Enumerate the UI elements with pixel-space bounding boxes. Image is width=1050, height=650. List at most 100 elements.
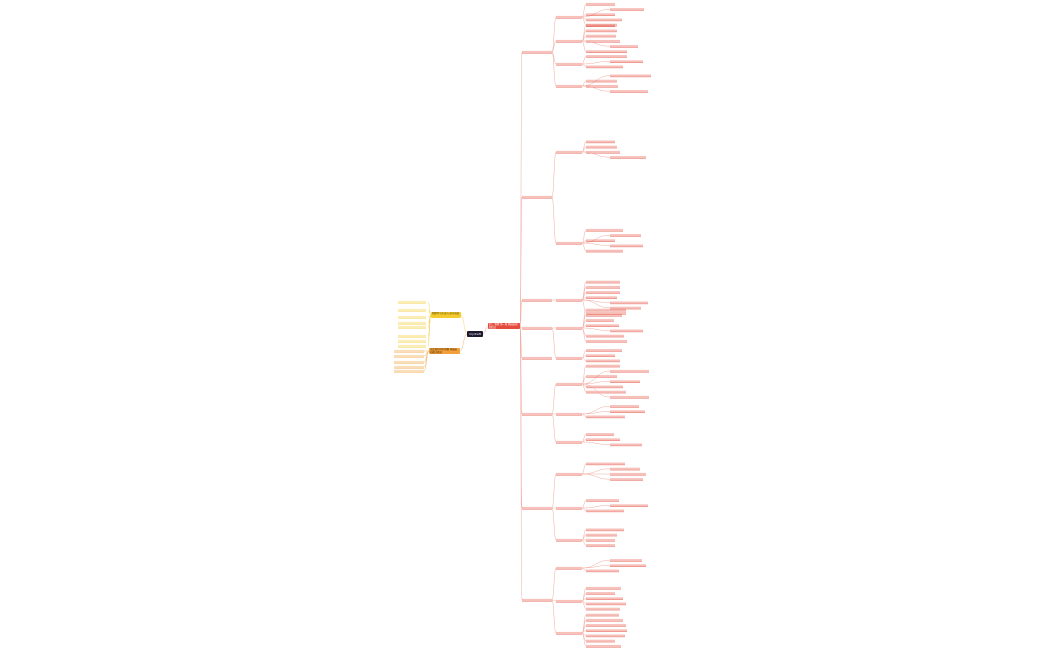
red-l3-node-7-0-2[interactable] — [586, 569, 619, 572]
red-l2-node-6-2[interactable] — [556, 538, 582, 542]
red-l3-node-1-1-1[interactable] — [610, 234, 641, 237]
red-l3-node-7-2-5[interactable] — [586, 639, 615, 642]
red-l2-node-5-0[interactable] — [556, 382, 582, 386]
red-l3-node-6-2-1[interactable] — [586, 533, 617, 536]
red-l3-node-0-1-1[interactable] — [586, 29, 617, 32]
red-l1-node-6[interactable] — [522, 506, 552, 510]
red-l3-node-7-2-2[interactable] — [586, 624, 626, 627]
main-topic-yellow[interactable]: 物理学习方法与 技巧总结 — [431, 312, 461, 318]
red-l3-node-0-2-1[interactable] — [610, 60, 643, 63]
red-l3-node-7-2-6[interactable] — [586, 644, 621, 648]
red-l3-node-7-1-3[interactable] — [586, 602, 626, 605]
red-l3-node-3-0-2[interactable] — [586, 319, 614, 322]
red-l2-node-6-1[interactable] — [556, 506, 582, 510]
red-l3-node-3-1-2[interactable] — [586, 359, 620, 362]
red-l1-node-3[interactable] — [522, 326, 552, 330]
red-l2-node-0-1[interactable] — [556, 39, 582, 43]
red-l2-node-2-0[interactable] — [556, 298, 582, 302]
red-l3-node-5-2-0[interactable] — [586, 433, 614, 436]
yellow-leaf-1[interactable] — [398, 308, 426, 312]
red-l3-node-0-1-5[interactable] — [586, 50, 627, 53]
red-l3-node-2-0-6[interactable] — [586, 311, 626, 315]
red-l3-node-0-0-2[interactable] — [586, 13, 615, 16]
red-l2-node-5-2[interactable] — [556, 440, 582, 444]
red-l1-node-7[interactable] — [522, 598, 552, 602]
red-l3-node-5-1-0[interactable] — [610, 405, 639, 408]
red-l1-node-2[interactable] — [522, 298, 552, 302]
red-l3-node-0-2-0[interactable] — [586, 55, 627, 58]
red-l3-node-6-0-3[interactable] — [610, 478, 643, 481]
red-l3-node-0-0-1[interactable] — [610, 8, 644, 11]
red-l3-node-0-0-4[interactable] — [586, 23, 617, 26]
red-l3-node-3-0-3[interactable] — [586, 324, 619, 327]
red-l3-node-1-1-0[interactable] — [586, 228, 623, 232]
red-l3-node-6-1-2[interactable] — [586, 509, 624, 512]
red-l3-node-3-0-5[interactable] — [586, 334, 624, 337]
red-l3-node-6-2-0[interactable] — [586, 528, 624, 531]
red-l3-node-6-0-1[interactable] — [610, 467, 640, 470]
red-l3-node-5-0-6[interactable] — [610, 395, 649, 399]
red-l3-node-2-0-1[interactable] — [586, 285, 620, 289]
yellow-leaf-3[interactable] — [398, 321, 426, 325]
red-l2-node-0-3[interactable] — [556, 84, 582, 88]
yellow-leaf-5[interactable] — [398, 334, 426, 338]
red-l3-node-5-1-2[interactable] — [586, 415, 625, 418]
red-l2-node-0-2[interactable] — [556, 62, 582, 66]
red-l3-node-0-3-3[interactable] — [610, 90, 648, 93]
red-l3-node-6-1-1[interactable] — [610, 504, 648, 507]
red-l3-node-0-1-3[interactable] — [586, 39, 620, 43]
red-l3-node-5-0-4[interactable] — [586, 385, 623, 388]
red-l3-node-3-1-1[interactable] — [586, 354, 615, 357]
red-l3-node-0-1-4[interactable] — [610, 45, 638, 48]
red-l3-node-7-2-1[interactable] — [586, 618, 623, 622]
orange-leaf-2[interactable] — [394, 360, 424, 364]
red-l3-node-1-0-2[interactable] — [586, 150, 620, 154]
red-l3-node-2-0-2[interactable] — [586, 291, 620, 294]
red-l3-node-5-0-1[interactable] — [610, 369, 649, 373]
red-l1-node-4[interactable] — [522, 356, 552, 360]
red-l3-node-7-0-0[interactable] — [610, 559, 642, 562]
red-l3-node-7-1-2[interactable] — [586, 597, 623, 600]
orange-leaf-1[interactable] — [394, 354, 424, 358]
red-l2-node-1-0[interactable] — [556, 150, 582, 154]
red-l3-node-2-0-0[interactable] — [586, 280, 620, 283]
red-l3-node-0-0-0[interactable] — [586, 2, 615, 6]
red-l3-node-7-1-0[interactable] — [586, 586, 621, 590]
red-l1-node-5[interactable] — [522, 412, 552, 416]
yellow-leaf-7[interactable] — [398, 344, 426, 348]
red-l3-node-5-1-1[interactable] — [610, 410, 645, 413]
red-l3-node-1-0-1[interactable] — [586, 145, 617, 148]
red-l3-node-1-1-2[interactable] — [586, 239, 615, 242]
red-l3-node-3-0-4[interactable] — [610, 329, 643, 332]
yellow-leaf-4[interactable] — [398, 325, 426, 329]
orange-leaf-4[interactable] — [394, 369, 424, 373]
red-l2-node-7-2[interactable] — [556, 631, 582, 635]
yellow-leaf-0[interactable] — [398, 300, 426, 304]
main-topic-red[interactable]: 初二 物理 第一章 机械运动 知识点 — [488, 323, 520, 329]
red-l3-node-0-3-1[interactable] — [586, 79, 617, 82]
red-l3-node-0-1-2[interactable] — [586, 34, 616, 37]
red-l3-node-5-0-3[interactable] — [610, 380, 640, 383]
red-l2-node-7-1[interactable] — [556, 599, 582, 603]
red-l3-node-6-0-2[interactable] — [610, 472, 646, 476]
red-l3-node-2-0-4[interactable] — [610, 301, 648, 304]
orange-leaf-0[interactable] — [394, 349, 424, 353]
red-l3-node-7-0-1[interactable] — [610, 564, 646, 567]
red-l2-node-0-0[interactable] — [556, 15, 582, 19]
red-l3-node-7-1-4[interactable] — [586, 607, 620, 610]
red-l3-node-0-0-3[interactable] — [586, 18, 622, 21]
red-l3-node-3-0-6[interactable] — [586, 339, 627, 343]
orange-leaf-3[interactable] — [394, 365, 424, 369]
red-l3-node-5-0-0[interactable] — [586, 364, 620, 367]
red-l2-node-6-0[interactable] — [556, 472, 582, 476]
red-l3-node-1-0-3[interactable] — [610, 156, 646, 159]
red-l3-node-5-2-2[interactable] — [610, 443, 642, 446]
red-l3-node-5-2-1[interactable] — [586, 438, 620, 441]
red-l3-node-6-1-0[interactable] — [586, 499, 619, 502]
red-l3-node-5-0-5[interactable] — [586, 390, 626, 393]
red-l3-node-6-2-2[interactable] — [586, 538, 615, 542]
red-l3-node-7-2-3[interactable] — [586, 629, 627, 632]
red-l3-node-0-1-0[interactable] — [586, 24, 615, 27]
red-l3-node-0-3-0[interactable] — [610, 74, 651, 77]
red-l1-node-1[interactable] — [522, 195, 552, 199]
